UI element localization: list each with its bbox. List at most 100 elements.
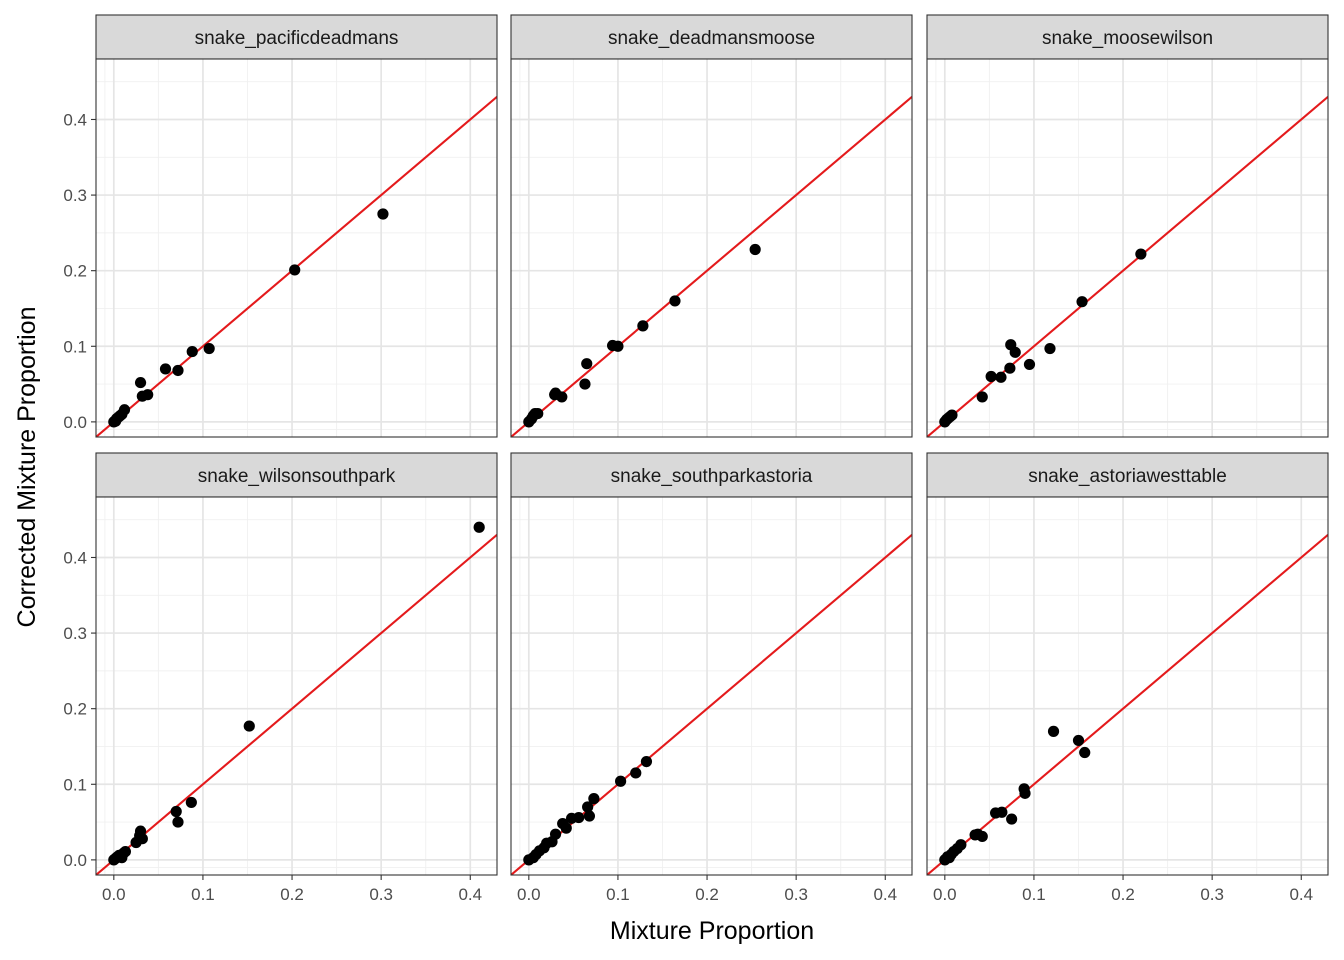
strip-title: snake_moosewilson: [1042, 28, 1213, 49]
data-point: [172, 364, 184, 377]
data-point: [1135, 248, 1147, 260]
strip-background: [95, 452, 498, 498]
x-tick-label: 0.2: [695, 885, 719, 904]
y-axis-title: Corrected Mixture Proportion: [13, 307, 41, 628]
panel-snake_astoriawesttable: snake_astoriawesttable 0.0 0.1 0.2 0.3 0.4: [926, 452, 1329, 904]
strip-background: [95, 14, 498, 60]
data-point: [637, 320, 649, 332]
data-point: [1072, 734, 1085, 747]
data-point: [579, 378, 591, 390]
plot-background: [927, 497, 1328, 875]
data-point: [582, 801, 594, 813]
data-point: [946, 409, 958, 421]
data-point: [612, 340, 624, 352]
data-point: [118, 404, 131, 416]
data-point: [985, 370, 997, 383]
y-tick-label: 0.0: [63, 413, 87, 432]
x-tick-label: 0.0: [517, 885, 541, 904]
data-point: [640, 756, 653, 768]
y-tick-label: 0.4: [63, 548, 87, 567]
y-tick-label: 0.3: [63, 624, 87, 643]
x-tick-label: 0.0: [933, 885, 957, 904]
panels: snake_pacificdeadmans0.00.10.20.30.4snak…: [63, 14, 1329, 904]
strip-background: [926, 14, 1329, 60]
plot-background: [96, 497, 497, 875]
panel-border: [926, 496, 1329, 876]
y-tick-label: 0.1: [63, 337, 87, 356]
x-tick-label: 0.0: [102, 885, 126, 904]
data-point: [1044, 342, 1056, 355]
panel-border: [95, 496, 498, 876]
strip-title: snake_southparkastoria: [611, 466, 813, 487]
data-point: [560, 822, 572, 834]
data-point: [549, 828, 562, 840]
data-point: [532, 407, 544, 420]
data-point: [556, 391, 568, 403]
panel-snake_deadmansmoose: snake_deadmansmoose: [510, 14, 913, 438]
x-tick-label: 0.4: [873, 885, 897, 904]
data-point: [243, 720, 255, 732]
x-tick-label: 0.1: [1022, 885, 1046, 904]
panel-snake_moosewilson: snake_moosewilson: [926, 14, 1329, 438]
y-tick-label: 0.2: [63, 700, 87, 719]
x-tick-label: 0.1: [606, 885, 630, 904]
plot-background: [511, 497, 912, 875]
data-point: [749, 243, 761, 256]
data-point: [203, 342, 215, 355]
data-point: [172, 816, 184, 828]
data-point: [1076, 296, 1088, 308]
data-point: [1006, 813, 1018, 825]
data-point: [573, 811, 585, 824]
y-tick-label: 0.3: [63, 186, 87, 205]
panel-border: [95, 58, 498, 438]
panel-snake_southparkastoria: snake_southparkastoria 0.0 0.1 0.2 0.3 0.4: [510, 452, 913, 904]
x-tick-label: 0.4: [458, 885, 482, 904]
data-point: [955, 839, 967, 851]
strip-title: snake_astoriawesttable: [1028, 466, 1227, 487]
plot-background: [96, 59, 497, 437]
data-point: [630, 767, 642, 779]
strip-background: [510, 452, 913, 498]
data-point: [185, 796, 197, 809]
strip-background: [510, 14, 913, 60]
data-point: [186, 345, 198, 358]
y-tick-label: 0.4: [63, 110, 87, 129]
data-point: [289, 264, 301, 276]
panel-border: [510, 58, 913, 438]
panel-border: [510, 496, 913, 876]
reference-line: [96, 533, 497, 875]
data-point: [1047, 725, 1060, 737]
y-tick-label: 0.1: [63, 775, 87, 794]
data-point: [976, 830, 988, 843]
panel-border: [926, 58, 1329, 438]
x-tick-label: 0.3: [1200, 885, 1224, 904]
data-point: [159, 363, 172, 375]
data-point: [976, 391, 988, 403]
x-tick-label: 0.4: [1289, 885, 1313, 904]
data-point: [170, 805, 182, 818]
panel-snake_pacificdeadmans: snake_pacificdeadmans 0.0 0.1 0.2 0.3 0.4: [63, 14, 498, 438]
plot-background: [511, 59, 912, 437]
data-point: [1009, 346, 1021, 358]
reference-line: [511, 95, 912, 437]
strip-title: snake_pacificdeadmans: [195, 28, 399, 49]
x-tick-label: 0.3: [369, 885, 393, 904]
strip-background: [926, 452, 1329, 498]
data-point: [136, 833, 148, 845]
data-point: [1004, 362, 1016, 374]
data-point: [583, 810, 596, 822]
data-point: [581, 358, 593, 370]
data-point: [473, 521, 485, 533]
y-tick-label: 0.0: [63, 851, 87, 870]
data-point: [142, 389, 154, 401]
data-point: [615, 775, 627, 787]
x-tick-label: 0.2: [1111, 885, 1135, 904]
data-point: [134, 376, 147, 389]
data-point: [1023, 358, 1036, 371]
data-point: [588, 793, 600, 805]
data-point: [1079, 746, 1091, 759]
data-point: [377, 208, 389, 220]
x-tick-label: 0.3: [784, 885, 808, 904]
strip-title: snake_wilsonsouthpark: [198, 466, 396, 487]
